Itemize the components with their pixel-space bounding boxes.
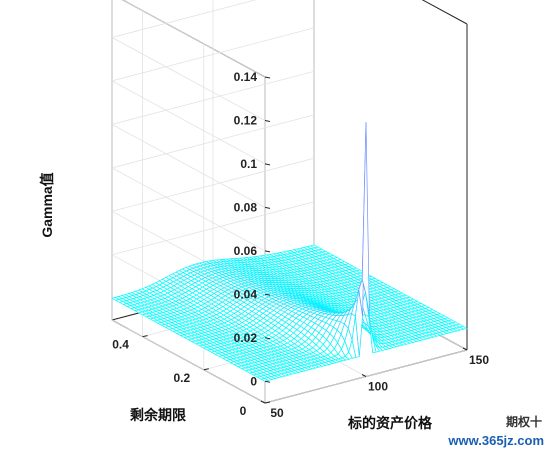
z-tick-mark [264,293,271,296]
grid-line [122,0,266,78]
grid-line [111,319,266,404]
x-tick-mark [361,374,367,377]
z-tick-label: 0 [250,374,257,388]
z-tick-label: 0.06 [234,244,258,258]
z-tick-mark [264,337,271,340]
z-tick-mark [264,250,271,253]
surface-cell [458,325,468,330]
y-tick-label: 0.2 [173,371,190,385]
site-watermark: www.365jz.com [448,433,544,448]
grid-line [111,124,266,208]
z-tick-mark [264,206,271,209]
z-tick-label: 0.08 [234,200,258,214]
z-tick-label: 0.14 [234,70,258,84]
z-tick-label: 0.04 [234,287,258,301]
x-axis-label: 标的资产价格 [347,415,433,431]
wechat-account-watermark: 期权十 [505,415,542,429]
grid-line [111,37,266,121]
axes-box-edge [122,0,266,78]
y-tick-label: 0 [240,404,247,418]
x-tick-mark [462,347,468,351]
axes-box-edge [421,0,468,25]
y-axis-label: 剩余期限 [130,407,186,423]
z-axis-ticks: 0 0.02 0.04 0.06 0.08 0.1 0.12 0.14 [234,70,271,388]
y-tick-label: 0.4 [112,338,129,352]
z-tick-label: 0.1 [240,157,257,171]
z-tick-label: 0.12 [234,114,258,128]
x-tick-label: 150 [469,353,489,367]
y-tick-mark [264,401,271,404]
x-tick-label: 100 [368,380,388,394]
grid-line [111,167,266,252]
y-tick-mark [203,368,209,371]
surface-mesh [111,122,468,382]
z-tick-mark [264,163,271,166]
x-axis-ticks: 50 100 150 [260,347,489,420]
z-tick-mark [264,120,271,122]
y-axis-ticks: 0 0.2 0.4 [112,335,271,418]
grid-line [111,80,266,165]
z-tick-label: 0.02 [234,331,258,345]
z-tick-mark [264,380,271,383]
y-tick-mark [142,335,148,338]
x-tick-mark [260,400,266,404]
x-tick-label: 50 [270,406,284,420]
z-axis-label: Gamma值 [39,172,55,237]
z-tick-mark [264,76,271,79]
